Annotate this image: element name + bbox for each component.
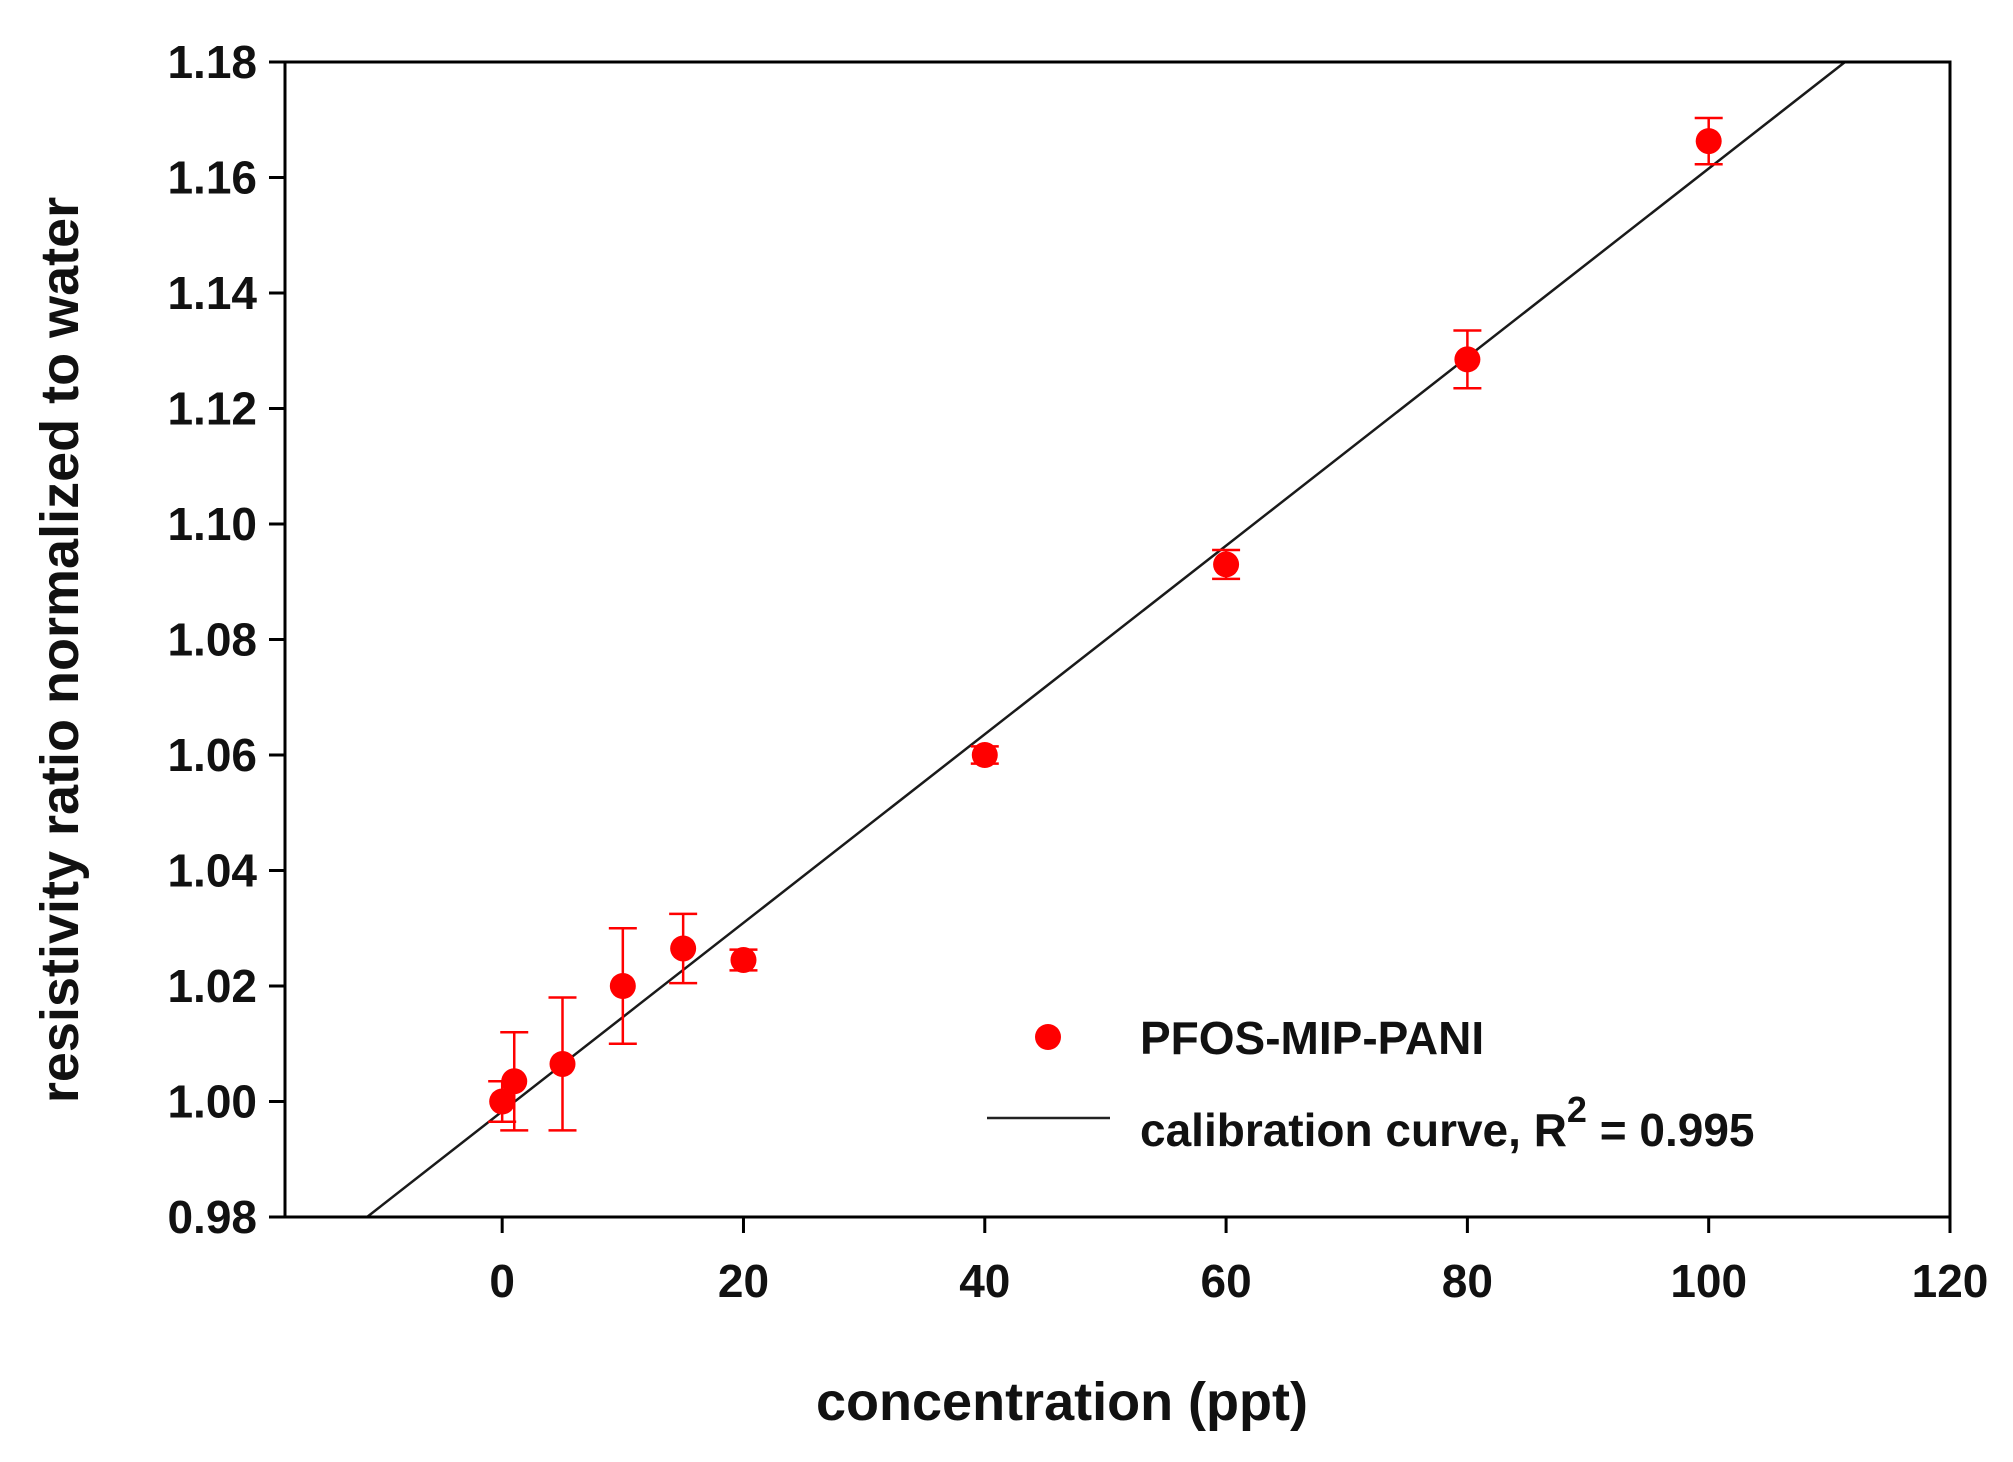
legend: PFOS-MIP-PANI calibration curve, R2 = 0.…: [987, 1012, 1755, 1156]
y-tick-label: 1.00: [167, 1076, 257, 1128]
x-tick-label: 60: [1201, 1255, 1252, 1307]
calibration-line: [366, 61, 1846, 1218]
x-tick-label: 40: [959, 1255, 1010, 1307]
y-tick-label: 1.02: [167, 960, 257, 1012]
x-tick-label: 20: [718, 1255, 769, 1307]
data-point: [609, 973, 636, 999]
x-axis-title: concentration (ppt): [816, 1372, 1308, 1432]
legend-label-calibration: calibration curve, R2 = 0.995: [1140, 1089, 1755, 1156]
y-tick-label: 1.04: [167, 845, 257, 897]
legend-label-calibration-superscript: 2: [1567, 1089, 1587, 1130]
data-point-layer: [489, 128, 1722, 1115]
x-tick-label: 120: [1912, 1255, 1989, 1307]
y-axis-title: resistivity ratio normalized to water: [30, 197, 90, 1103]
data-point: [1695, 128, 1722, 155]
x-tick-labels: 0 20 40 60 80 100 120: [489, 1255, 1988, 1307]
y-tick-label: 1.14: [167, 267, 257, 319]
y-tick-label: 1.16: [167, 152, 257, 204]
y-tick-label: 1.18: [167, 36, 257, 88]
legend-label-calibration-suffix: = 0.995: [1587, 1104, 1755, 1156]
axis-ticks: [269, 60, 1952, 1233]
data-point: [670, 935, 697, 962]
y-tick-label: 1.08: [167, 614, 257, 666]
data-point: [1213, 551, 1240, 578]
x-tick-label: 100: [1670, 1255, 1747, 1307]
legend-label-calibration-main: calibration curve, R: [1140, 1104, 1567, 1156]
data-point: [501, 1068, 528, 1095]
y-tick-label: 0.98: [167, 1191, 257, 1243]
calibration-line-layer: [366, 61, 1846, 1218]
y-tick-label: 1.10: [167, 498, 257, 550]
legend-label-pfos: PFOS-MIP-PANI: [1140, 1012, 1484, 1064]
data-point: [971, 742, 998, 768]
data-point: [549, 1050, 576, 1077]
y-tick-label: 1.12: [167, 383, 257, 435]
y-tick-labels: 0.98 1.00 1.02 1.04 1.06 1.08 1.10 1.12 1.14 1.16…: [167, 36, 257, 1243]
x-tick-label: 80: [1442, 1255, 1493, 1307]
data-point: [730, 947, 757, 974]
legend-marker-pfos: [1035, 1024, 1061, 1050]
x-tick-label: 0: [489, 1255, 515, 1307]
data-point: [1454, 346, 1481, 373]
data-point: [489, 1088, 516, 1115]
y-tick-label: 1.06: [167, 729, 257, 781]
plot-frame: [283, 60, 1952, 1219]
